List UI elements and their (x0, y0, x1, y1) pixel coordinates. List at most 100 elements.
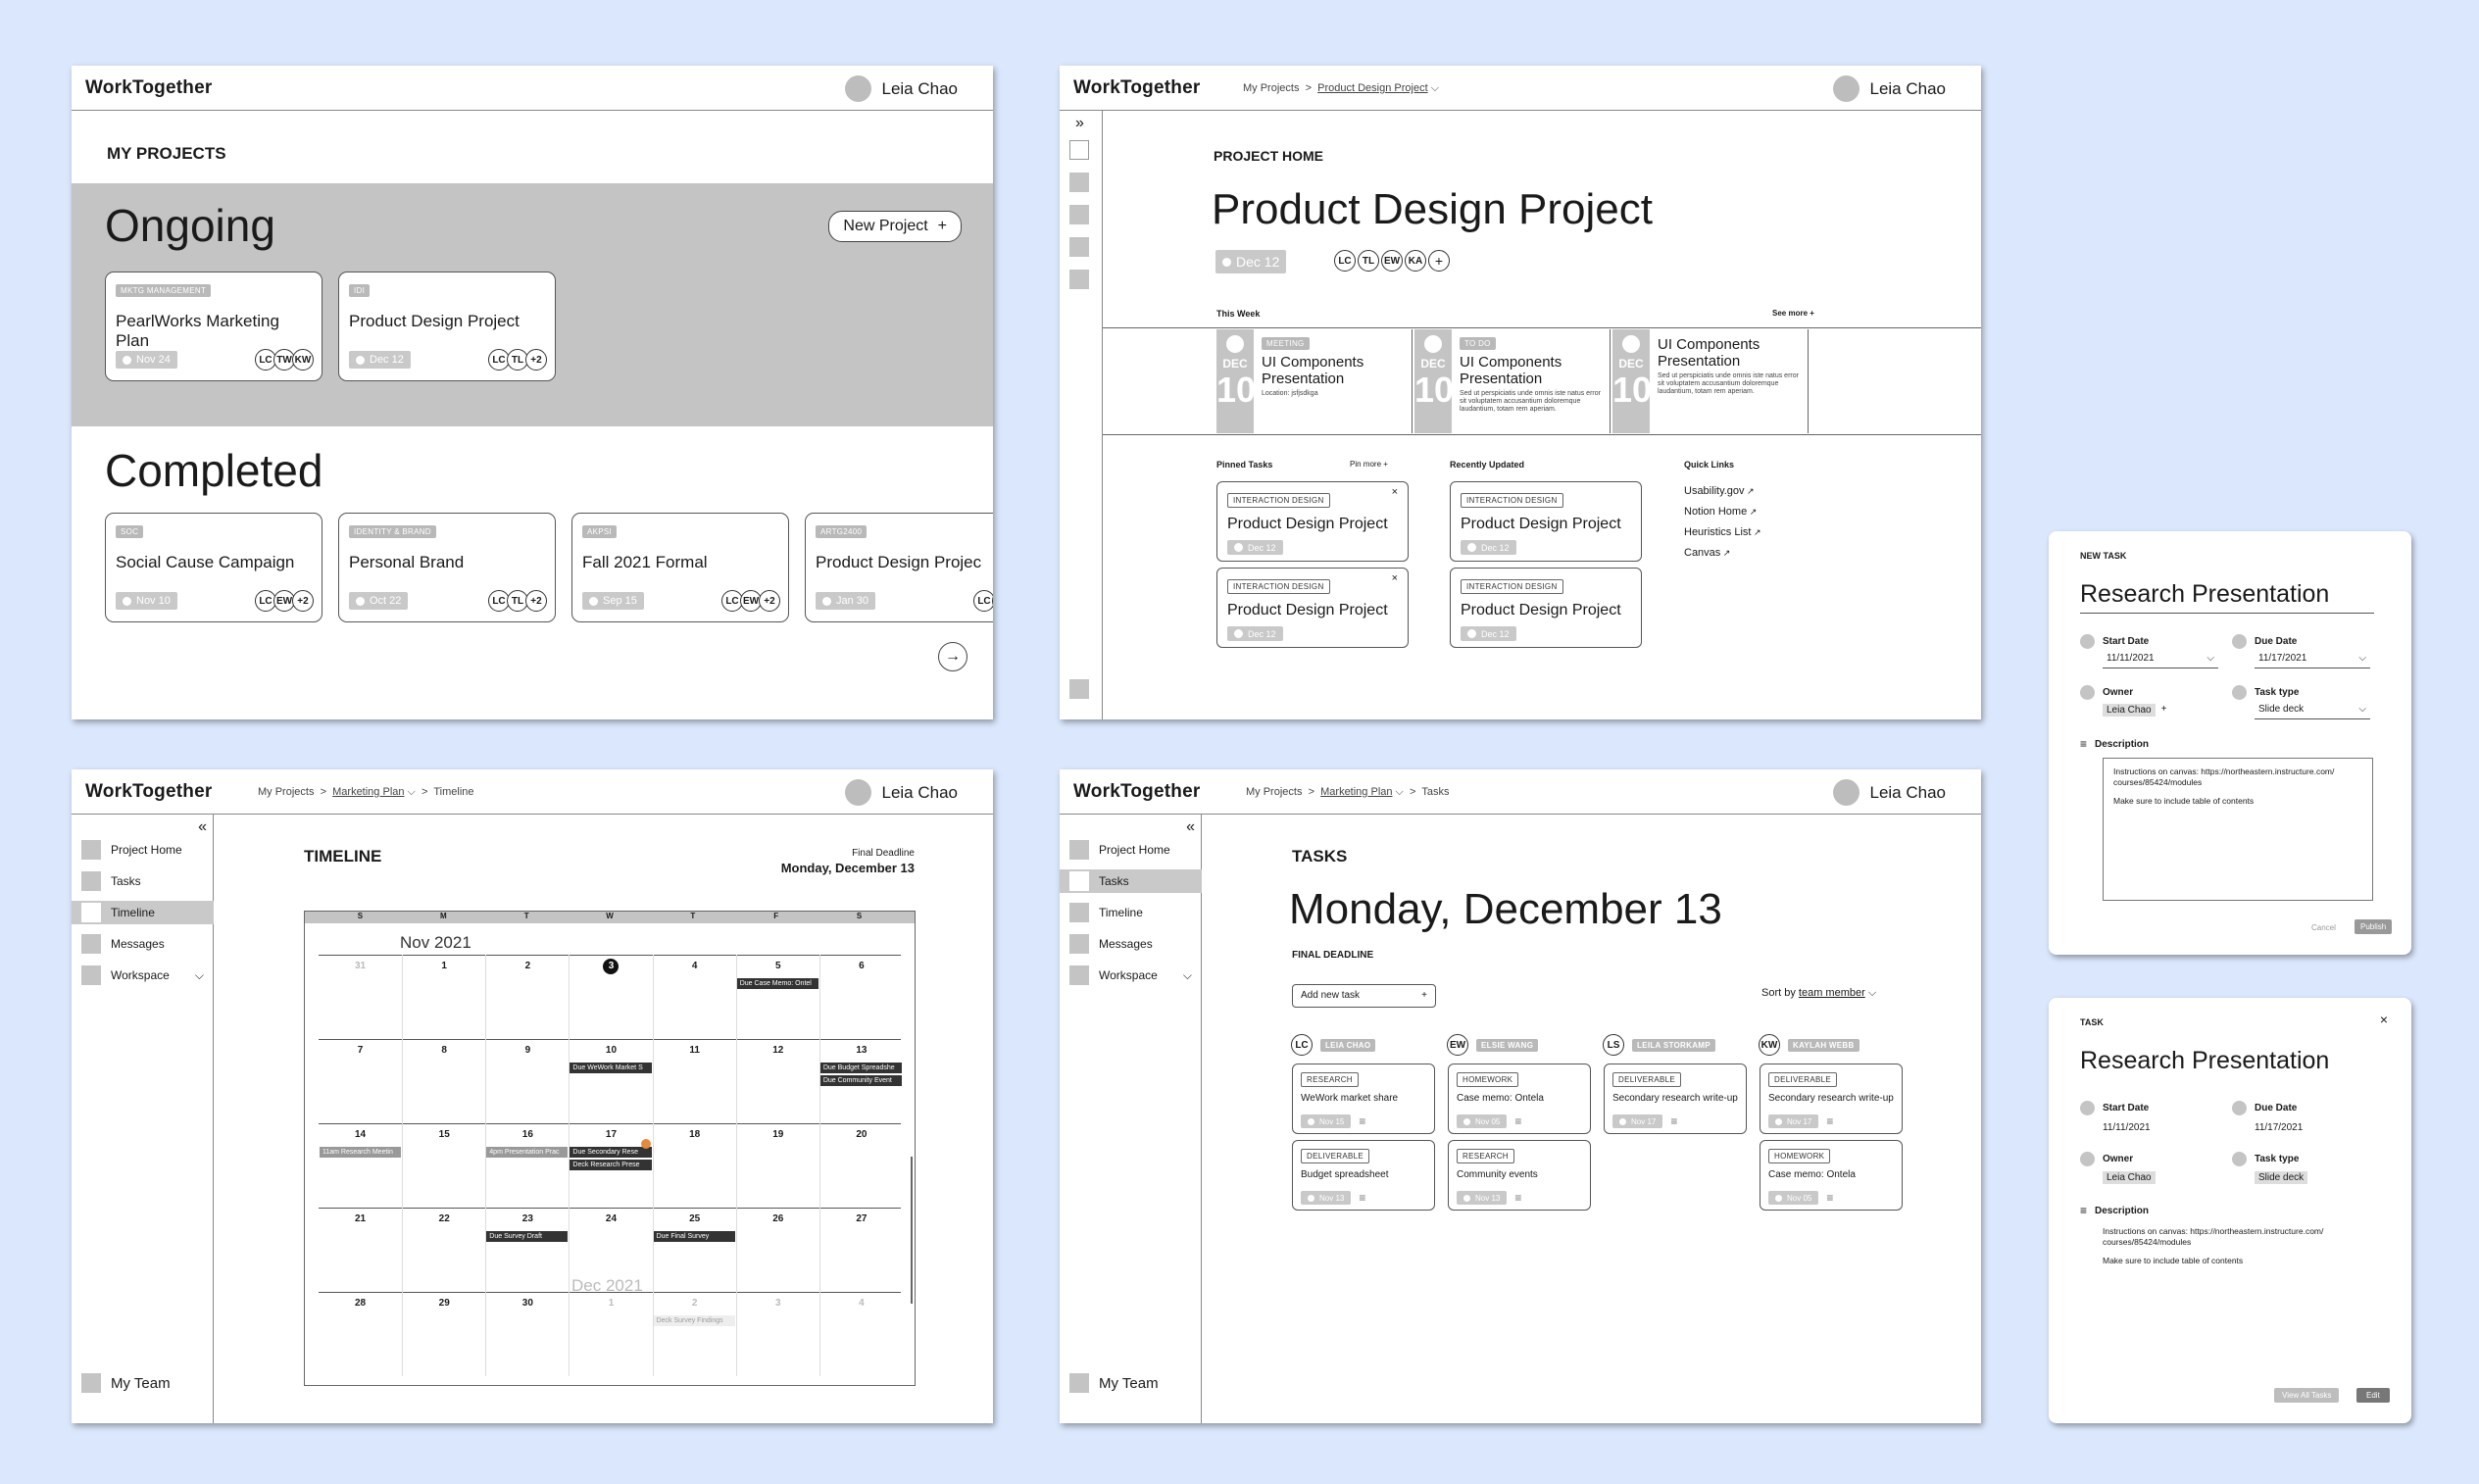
crumb-my-projects[interactable]: My Projects (258, 786, 315, 798)
publish-button[interactable]: Publish (2355, 919, 2393, 934)
task-card[interactable]: INTERACTION DESIGN Product Design Project… (1450, 568, 1642, 648)
close-icon[interactable]: × (2379, 1012, 2388, 1027)
calendar-day[interactable]: 12 (735, 1039, 819, 1123)
chevron-down-icon[interactable]: ⌵ (1430, 82, 1440, 94)
event-card[interactable]: MEETING UI Components Presentation Locatio… (1254, 329, 1413, 433)
calendar-day[interactable]: 5 (735, 955, 819, 1039)
calendar-day[interactable]: 23 (485, 1208, 569, 1292)
task-title-input[interactable]: Research Presentation (2080, 580, 2374, 614)
task-card[interactable]: HOMEWORK Case memo: Ontela Nov 05 ≡ (1760, 1140, 1903, 1211)
nav-team-icon[interactable] (1069, 679, 1089, 699)
task-type-select[interactable]: Slide deck ⌵ (2255, 704, 2370, 719)
calendar-day[interactable]: 17 (569, 1123, 652, 1208)
calendar-day[interactable]: 6 (818, 955, 903, 1039)
user-menu[interactable]: Leia Chao (845, 779, 958, 806)
crumb-marketing-plan[interactable]: Marketing Plan (1320, 786, 1393, 798)
calendar-event[interactable]: Deck Research Prese (570, 1160, 652, 1170)
calendar-event[interactable]: 11am Research Meetin (320, 1147, 402, 1158)
sidebar-item-messages[interactable]: Messages (81, 932, 165, 956)
calendar-day[interactable]: 2 (485, 955, 569, 1039)
see-more-link[interactable]: See more + (1772, 309, 1814, 318)
crumb-project[interactable]: Product Design Project (1317, 82, 1428, 94)
event-card[interactable]: TO DO UI Components Presentation Sed ut pe… (1452, 329, 1611, 433)
calendar-event[interactable]: Due Survey Draft (486, 1231, 569, 1242)
calendar-event[interactable]: Due Budget Spreadshe (819, 1063, 902, 1073)
project-card[interactable]: AKPSI Fall 2021 Formal Sep 15 LC EW +2 (571, 513, 789, 622)
add-task-input[interactable]: Add new task + (1292, 984, 1436, 1008)
description-textarea[interactable]: Instructions on canvas: https://northeas… (2103, 758, 2373, 901)
task-card[interactable]: RESEARCH WeWork market share Nov 15 ≡ (1292, 1064, 1435, 1134)
calendar-day[interactable]: 29 (402, 1292, 485, 1376)
user-menu[interactable]: Leia Chao (845, 75, 958, 102)
quick-link[interactable]: Notion Home ↗ (1684, 506, 1757, 518)
calendar-day[interactable]: 16 (485, 1123, 569, 1208)
crumb-my-projects[interactable]: My Projects (1246, 786, 1303, 798)
chevron-down-icon[interactable]: ⌵ (1182, 967, 1192, 982)
calendar-day[interactable]: 18 (652, 1123, 736, 1208)
sidebar-item-timeline[interactable]: Timeline (72, 901, 214, 924)
sidebar-item-project-home[interactable]: Project Home (1069, 838, 1170, 862)
calendar-day[interactable]: 3 (569, 955, 652, 1039)
calendar-day[interactable]: 9 (485, 1039, 569, 1123)
collapse-icon[interactable]: « (198, 818, 207, 835)
task-card[interactable]: HOMEWORK Case memo: Ontela Nov 05 ≡ (1448, 1064, 1591, 1134)
sidebar-item-tasks[interactable]: Tasks (1060, 869, 1202, 893)
scrollbar[interactable] (911, 1157, 913, 1304)
project-card[interactable]: IDI Product Design Project Dec 12 LC TL +2 (338, 272, 556, 381)
task-card[interactable]: DELIVERABLE Secondary research write-up No… (1604, 1064, 1747, 1134)
app-logo[interactable]: WorkTogether (1073, 781, 1201, 802)
chevron-down-icon[interactable]: ⌵ (194, 967, 204, 982)
project-card[interactable]: IDENTITY & BRAND Personal Brand Oct 22 LC TL… (338, 513, 556, 622)
pin-more-link[interactable]: Pin more + (1350, 460, 1388, 469)
calendar-day[interactable]: 26 (735, 1208, 819, 1292)
collapse-icon[interactable]: « (1186, 818, 1195, 835)
sort-control[interactable]: Sort by team member ⌵ (1761, 987, 1877, 999)
calendar-event[interactable]: Due Case Memo: Ontel (736, 978, 818, 989)
user-menu[interactable]: Leia Chao (1833, 75, 1946, 102)
crumb-marketing-plan[interactable]: Marketing Plan (332, 786, 405, 798)
sidebar-item-workspace[interactable]: Workspace ⌵ (1069, 964, 1192, 987)
calendar-day[interactable]: 27 (818, 1208, 903, 1292)
task-card[interactable]: RESEARCH Community events Nov 13 ≡ (1448, 1140, 1591, 1211)
calendar-day[interactable]: 1 (402, 955, 485, 1039)
calendar-event[interactable]: Due Secondary Rese (570, 1147, 652, 1158)
cancel-button[interactable]: Cancel (2311, 923, 2336, 932)
calendar-day[interactable]: 3 (735, 1292, 819, 1376)
due-date-select[interactable]: 11/17/2021 ⌵ (2255, 653, 2370, 668)
app-logo[interactable]: WorkTogether (85, 77, 213, 98)
calendar-day[interactable]: 20 (818, 1123, 903, 1208)
task-card[interactable]: INTERACTION DESIGN Product Design Project… (1450, 481, 1642, 562)
quick-link[interactable]: Heuristics List ↗ (1684, 526, 1761, 538)
calendar-day[interactable]: 1 (569, 1292, 652, 1376)
calendar-day[interactable]: 24 (569, 1208, 652, 1292)
sidebar-item-tasks[interactable]: Tasks (81, 869, 141, 893)
new-project-button[interactable]: New Project + (828, 211, 962, 242)
sidebar-item-messages[interactable]: Messages (1069, 932, 1153, 956)
plus-icon[interactable]: + (2160, 704, 2167, 715)
next-arrow-icon[interactable]: → (938, 642, 967, 671)
calendar-day[interactable]: 25 (652, 1208, 736, 1292)
quick-link[interactable]: Canvas ↗ (1684, 547, 1730, 559)
calendar-day[interactable]: 31 (319, 955, 402, 1039)
task-card[interactable]: INTERACTION DESIGN × Product Design Projec… (1216, 568, 1409, 648)
calendar-day[interactable]: 11 (652, 1039, 736, 1123)
calendar-day[interactable]: 7 (319, 1039, 402, 1123)
calendar-event[interactable]: Due Final Survey (653, 1231, 735, 1242)
task-card[interactable]: DELIVERABLE Secondary research write-up No… (1760, 1064, 1903, 1134)
close-icon[interactable]: × (1391, 572, 1398, 584)
calendar-day[interactable]: 13 (818, 1039, 903, 1123)
sidebar-my-team[interactable]: My Team (81, 1371, 171, 1395)
calendar-day[interactable]: 21 (319, 1208, 402, 1292)
calendar-event[interactable]: Deck Survey Findings (653, 1315, 735, 1326)
sidebar-item-project-home[interactable]: Project Home (81, 838, 182, 862)
nav-tasks-icon[interactable] (1069, 173, 1089, 192)
start-date-select[interactable]: 11/11/2021 ⌵ (2103, 653, 2218, 668)
nav-project-home-icon[interactable] (1069, 140, 1089, 160)
calendar-day[interactable]: 22 (402, 1208, 485, 1292)
task-card[interactable]: DELIVERABLE Budget spreadsheet Nov 13 ≡ (1292, 1140, 1435, 1211)
sidebar-my-team[interactable]: My Team (1069, 1371, 1159, 1395)
user-menu[interactable]: Leia Chao (1833, 779, 1946, 806)
add-member-icon[interactable]: + (1428, 250, 1450, 272)
view-all-tasks-button[interactable]: View All Tasks (2274, 1388, 2340, 1403)
nav-timeline-icon[interactable] (1069, 205, 1089, 224)
